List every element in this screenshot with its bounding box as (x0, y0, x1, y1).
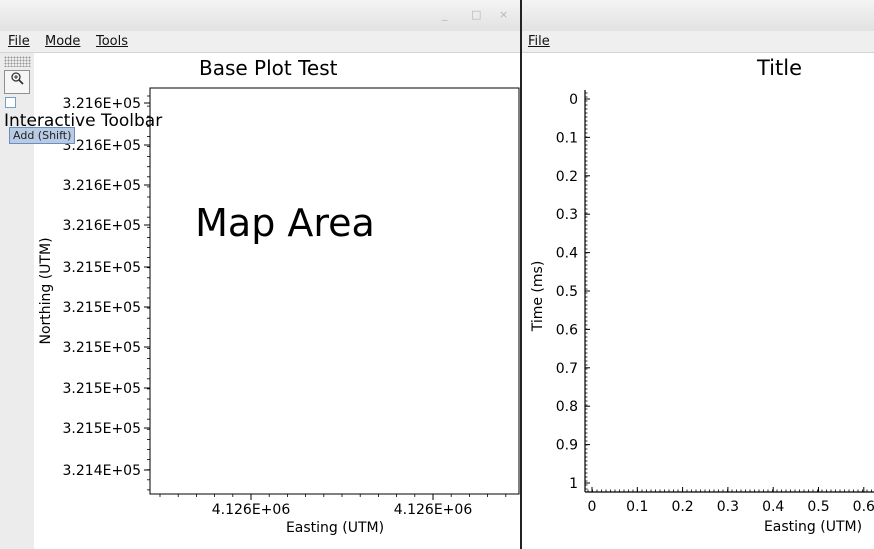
map-area-label: Map Area (195, 201, 375, 245)
y-tick-label: 0 (569, 92, 578, 108)
menu-bar: File Mode Tools (0, 31, 520, 53)
menu-tools-label: Tools (96, 34, 129, 49)
menu-mode[interactable]: Mode (45, 34, 80, 49)
seismic-plot-window: File Title Easting (UTM) Time (ms) 0 0.1 0… (522, 0, 874, 549)
y-tick-label: 0.4 (556, 246, 578, 262)
y-axis-label: Northing (UTM) (38, 237, 54, 344)
y-tick-label: 0.3 (556, 207, 578, 223)
menu-file-label: File (8, 34, 30, 49)
minimize-button[interactable]: _ (442, 8, 448, 21)
menu-file[interactable]: File (8, 34, 30, 49)
x-tick-label: 0 (588, 499, 597, 515)
y-tick-label: 3.216E+05 (63, 96, 141, 112)
interactive-toolbar-title: Interactive Toolbar (4, 111, 163, 131)
menu-mode-label: Mode (45, 34, 81, 49)
window-titlebar-2[interactable] (522, 0, 874, 32)
time-plot-chart: Easting (UTM) Time (ms) 0 0.1 0.2 0.3 0.4 0.5… (530, 90, 874, 535)
y-tick-label: 0.9 (556, 438, 578, 454)
y-tick-label: 0.1 (556, 130, 578, 146)
x-tick-label: 4.126E+06 (212, 502, 291, 518)
y-tick-label: 3.215E+05 (63, 300, 141, 316)
zoom-button[interactable] (4, 70, 30, 94)
x-tick-label: 0.3 (717, 499, 739, 515)
y-tick-label: 1 (569, 476, 578, 492)
menu-file-2[interactable]: File (528, 34, 550, 49)
y-tick-label: 3.215E+05 (63, 381, 141, 397)
base-plot-chart: Map Area Easting (UTM) Northing (UTM) 3.… (38, 87, 520, 536)
y-tick-label: 3.215E+05 (63, 340, 141, 356)
x-tick-label: 0.6 (853, 499, 874, 515)
y-tick-label: 3.214E+05 (63, 463, 141, 479)
x-tick-label: 4.126E+06 (394, 502, 473, 518)
base-plot-window: _ □ × File Mode Tools Base Plot Test Map… (0, 0, 522, 549)
x-tick-label: 0.2 (671, 499, 693, 515)
map-area-frame[interactable] (149, 87, 520, 495)
y-tick-label: 0.6 (556, 322, 578, 338)
plot-title-2: Title (757, 56, 803, 80)
y-tick-label: 3.216E+05 (63, 138, 141, 154)
window-titlebar[interactable]: _ □ × (0, 0, 520, 32)
y-tick-label: 0.7 (556, 361, 578, 377)
menu-bar-2: File (522, 31, 874, 53)
y-tick-label: 0.5 (556, 284, 578, 300)
menu-file-2-label: File (528, 34, 550, 49)
toolbar-grip-handle[interactable] (4, 56, 31, 67)
menu-tools[interactable]: Tools (96, 34, 128, 49)
y-tick-label: 0.2 (556, 169, 578, 185)
add-shift-tooltip: Add (Shift) (9, 127, 76, 144)
x-tick-label: 0.5 (807, 499, 829, 515)
plot-title: Base Plot Test (199, 56, 338, 80)
zoom-in-icon (11, 72, 24, 85)
x-tick-label: 0.4 (762, 499, 784, 515)
x-tick-label: 0.1 (626, 499, 648, 515)
x-axis-label: Easting (UTM) (286, 520, 384, 536)
y-tick-label: 3.215E+05 (63, 260, 141, 276)
toolbar-checkbox[interactable] (5, 97, 16, 108)
y-tick-label: 3.215E+05 (63, 421, 141, 437)
close-button[interactable]: × (499, 8, 509, 21)
y-tick-label: 3.216E+05 (63, 218, 141, 234)
x-axis-label-2: Easting (UTM) (764, 519, 862, 535)
y-tick-label: 0.8 (556, 399, 578, 415)
maximize-button[interactable]: □ (471, 8, 482, 21)
y-tick-label: 3.216E+05 (63, 178, 141, 194)
y-axis-label-2: Time (ms) (530, 261, 546, 333)
